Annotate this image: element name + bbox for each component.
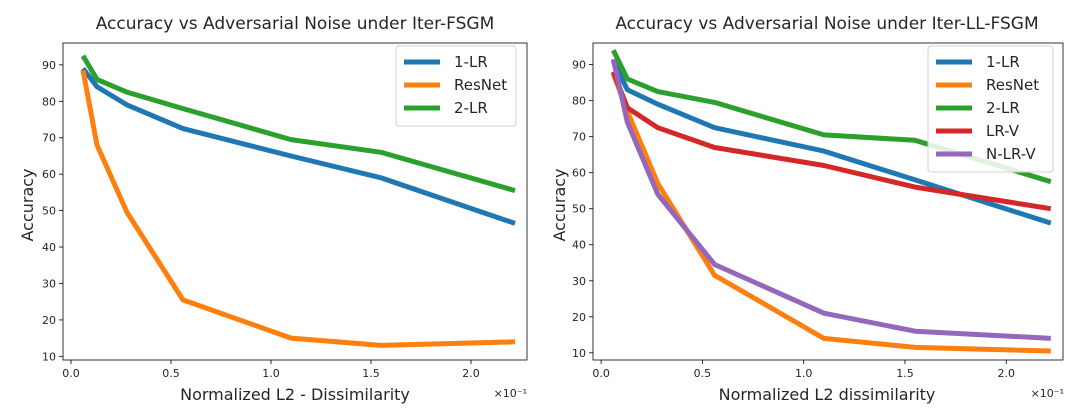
legend: 1-LR ResNet 2-LR LR-V N-LR-V — [927, 45, 1054, 173]
y-tick-label: 40 — [572, 239, 586, 252]
x-offset-label: ×10⁻¹ — [494, 387, 527, 400]
x-tick-label: 0.5 — [162, 367, 180, 380]
y-tick-label: 40 — [42, 241, 56, 254]
legend-label-1-lr: 1-LR — [986, 53, 1020, 71]
chart-panel-iter-ll-fsgm: Accuracy vs Adversarial Noise under Iter… — [539, 0, 1078, 413]
legend-label-2-lr: 2-LR — [986, 99, 1020, 117]
y-tick-label: 30 — [572, 275, 586, 288]
plot-frame — [592, 42, 1064, 361]
y-tick-label: 30 — [42, 277, 56, 290]
legend-label-lr-v: LR-V — [986, 122, 1020, 140]
series-line-1-lr — [611, 59, 1052, 226]
y-tick-label: 90 — [572, 59, 586, 72]
plot-frame — [62, 42, 528, 361]
series-line-lr-v — [610, 70, 1052, 212]
legend-label-n-lr-v: N-LR-V — [986, 145, 1036, 163]
x-tick-label: 2.0 — [998, 367, 1016, 380]
y-tick-label: 10 — [572, 347, 586, 360]
y-tick-label: 80 — [572, 95, 586, 108]
y-tick-label: 60 — [42, 168, 56, 181]
series-line-2-lr — [611, 49, 1052, 185]
chart-iter-fsgm: Accuracy vs Adversarial Noise under Iter… — [18, 14, 528, 404]
y-axis-label: Accuracy — [18, 168, 37, 241]
series-line-resnet — [80, 69, 516, 348]
x-tick-label: 1.0 — [795, 367, 813, 380]
x-axis-label: Normalized L2 - Dissimilarity — [180, 385, 410, 404]
series-line-2-lr — [80, 54, 516, 194]
x-tick-label: 1.5 — [362, 367, 380, 380]
legend-label-2-lr: 2-LR — [454, 99, 488, 117]
legend-label-resnet: ResNet — [454, 76, 507, 94]
y-tick-label: 60 — [572, 167, 586, 180]
legend-box — [927, 45, 1054, 173]
x-tick-label: 0.5 — [694, 367, 712, 380]
y-tick-label: 50 — [42, 205, 56, 218]
y-tick-label: 80 — [42, 95, 56, 108]
legend-label-resnet: ResNet — [986, 76, 1039, 94]
y-tick-label: 50 — [572, 203, 586, 216]
x-tick-label: 1.0 — [262, 367, 280, 380]
x-tick-label: 2.0 — [462, 367, 480, 380]
chart-panel-iter-fsgm: Accuracy vs Adversarial Noise under Iter… — [18, 14, 528, 404]
chart-title: Accuracy vs Adversarial Noise under Iter… — [96, 14, 495, 34]
x-tick-label: 1.5 — [896, 367, 914, 380]
y-axis-label: Accuracy — [550, 168, 569, 241]
x-offset-label: ×10⁻¹ — [1031, 387, 1064, 400]
legend-label-1-lr: 1-LR — [454, 53, 488, 71]
y-tick-label: 10 — [42, 350, 56, 363]
y-tick-label: 70 — [572, 131, 586, 144]
y-tick-label: 90 — [42, 59, 56, 72]
x-axis-label: Normalized L2 dissimilarity — [719, 385, 936, 404]
y-tick-label: 20 — [572, 311, 586, 324]
x-tick-label: 0.0 — [62, 367, 80, 380]
series-line-1-lr — [81, 66, 516, 226]
series-line-n-lr-v — [610, 58, 1051, 341]
x-tick-label: 0.0 — [592, 367, 610, 380]
chart-iter-ll-fsgm: Accuracy vs Adversarial Noise under Iter… — [550, 14, 1064, 404]
chart-title: Accuracy vs Adversarial Noise under Iter… — [615, 14, 1038, 34]
y-tick-label: 70 — [42, 132, 56, 145]
legend: 1-LR ResNet 2-LR — [395, 45, 517, 127]
y-tick-label: 20 — [42, 314, 56, 327]
